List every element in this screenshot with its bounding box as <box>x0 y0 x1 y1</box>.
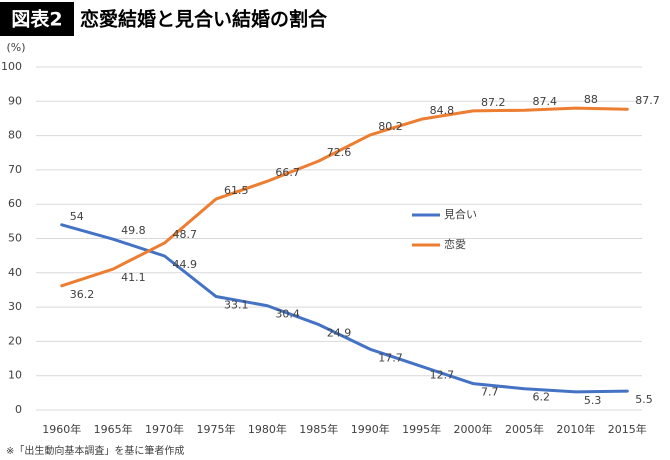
data-label: 80.2 <box>378 120 403 133</box>
data-label: 84.8 <box>430 104 455 117</box>
x-tick-label: 1990年 <box>351 422 390 436</box>
x-tick-label: 2005年 <box>505 422 544 436</box>
x-tick-label: 1960年 <box>42 422 81 436</box>
data-label: 7.7 <box>481 386 499 399</box>
data-label: 48.7 <box>173 228 198 241</box>
data-label: 87.2 <box>481 96 506 109</box>
x-tick-label: 1995年 <box>402 422 441 436</box>
data-label: 30.4 <box>275 308 300 321</box>
y-tick-label: 50 <box>8 232 22 245</box>
legend-label: 見合い <box>444 207 477 221</box>
legend-label: 恋愛 <box>444 237 466 251</box>
y-tick-label: 40 <box>8 266 22 279</box>
data-label: 87.4 <box>532 95 557 108</box>
data-label: 24.9 <box>327 327 352 340</box>
x-tick-label: 2000年 <box>454 422 493 436</box>
y-tick-label: 80 <box>8 129 22 142</box>
data-label: 5.3 <box>584 394 602 407</box>
source-note: ※「出生動向基本調査」を基に筆者作成 <box>6 444 184 457</box>
x-tick-label: 2015年 <box>608 422 647 436</box>
x-tick-label: 1965年 <box>94 422 133 436</box>
x-tick-label: 2010年 <box>556 422 595 436</box>
x-tick-label: 1975年 <box>196 422 235 436</box>
x-tick-label: 1980年 <box>248 422 287 436</box>
y-tick-label: 0 <box>15 403 22 416</box>
y-tick-label: 10 <box>8 369 22 382</box>
data-label: 36.2 <box>70 288 95 301</box>
data-label: 12.7 <box>430 368 455 381</box>
y-tick-label: 30 <box>8 300 22 313</box>
y-tick-label: 60 <box>8 197 22 210</box>
data-label: 54 <box>70 210 84 223</box>
data-label: 87.7 <box>635 94 660 107</box>
data-label: 49.8 <box>121 224 146 237</box>
y-tick-label: 90 <box>8 94 22 107</box>
data-label: 66.7 <box>275 166 300 179</box>
y-tick-label: 70 <box>8 163 22 176</box>
title-badge: 図表2 <box>11 8 62 31</box>
series-line <box>60 106 629 288</box>
x-tick-label: 1970年 <box>145 422 184 436</box>
data-label: 61.5 <box>224 184 249 197</box>
data-label: 88 <box>584 93 598 106</box>
data-label: 6.2 <box>532 391 550 404</box>
x-tick-label: 1985年 <box>299 422 338 436</box>
y-axis-unit: (%) <box>6 41 25 54</box>
data-label: 5.5 <box>635 393 653 406</box>
data-label: 17.7 <box>378 351 403 364</box>
y-tick-label: 20 <box>8 334 22 347</box>
y-tick-label: 100 <box>1 60 22 73</box>
data-label: 41.1 <box>121 271 146 284</box>
data-label: 44.9 <box>173 258 198 271</box>
title-badge-box <box>0 2 74 36</box>
data-label: 33.1 <box>224 298 249 311</box>
data-label: 72.6 <box>327 146 352 159</box>
series-line <box>60 223 629 394</box>
chart-title: 恋愛結婚と見合い結婚の割合 <box>80 8 328 31</box>
